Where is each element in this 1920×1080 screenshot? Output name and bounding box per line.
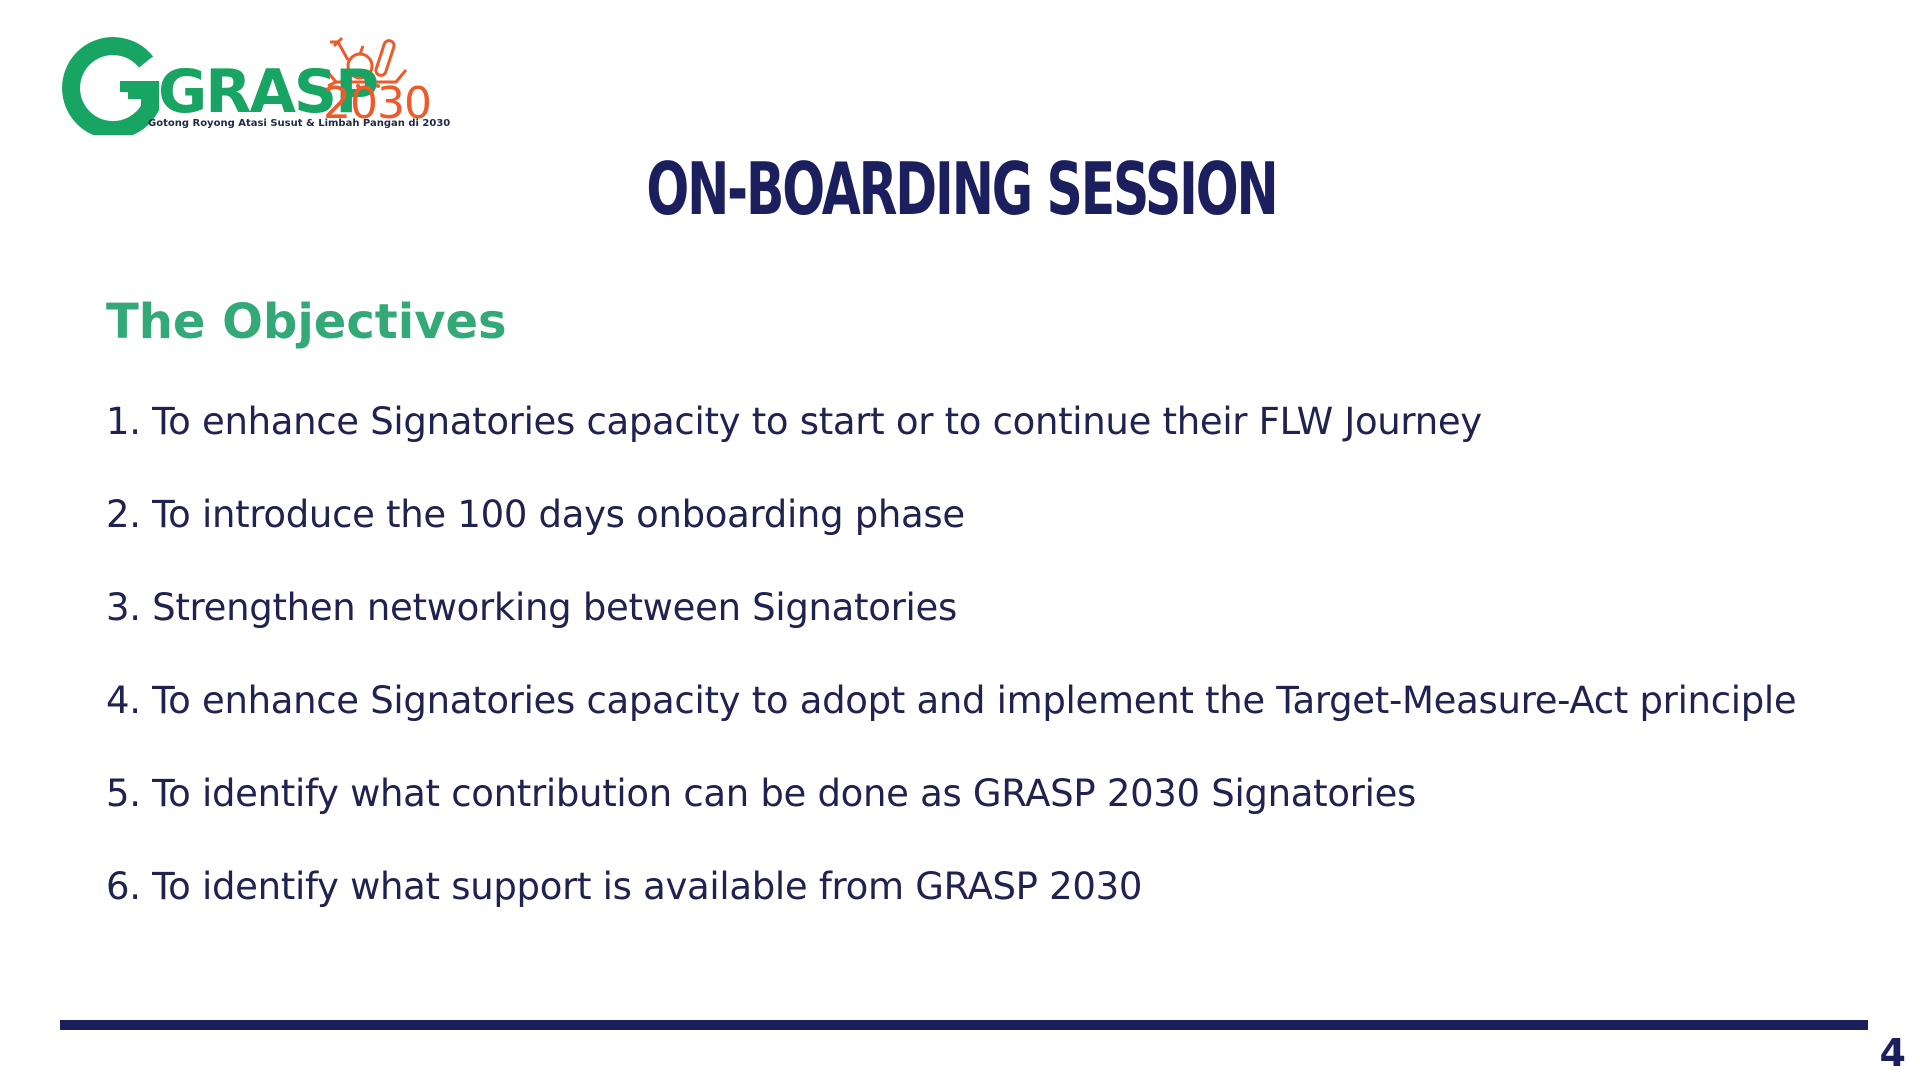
list-item: 4. To enhance Signatories capacity to ad…: [106, 679, 1797, 722]
objectives-list: 1. To enhance Signatories capacity to st…: [106, 398, 1826, 956]
logo-brand: GRASP: [158, 57, 379, 127]
list-item: 3. Strengthen networking between Signato…: [106, 586, 957, 629]
list-item: 5. To identify what contribution can be …: [106, 772, 1417, 815]
logo-year: 2030: [323, 78, 432, 129]
page-number: 4: [1879, 1031, 1906, 1075]
list-item: 2. To introduce the 100 days onboarding …: [106, 493, 965, 536]
footer-divider: [60, 1020, 1868, 1030]
list-item: 6. To identify what support is available…: [106, 865, 1143, 908]
grasp-logo: GRASP 2030 Gotong Royong Atasi Susut & L…: [58, 20, 450, 135]
grasp-logo-mark-icon: [62, 36, 408, 135]
logo-tagline: Gotong Royong Atasi Susut & Limbah Panga…: [148, 118, 451, 129]
list-item: 1. To enhance Signatories capacity to st…: [106, 400, 1482, 443]
slide-title: ON-BOARDING SESSION: [646, 147, 1278, 231]
section-heading: The Objectives: [106, 294, 507, 350]
